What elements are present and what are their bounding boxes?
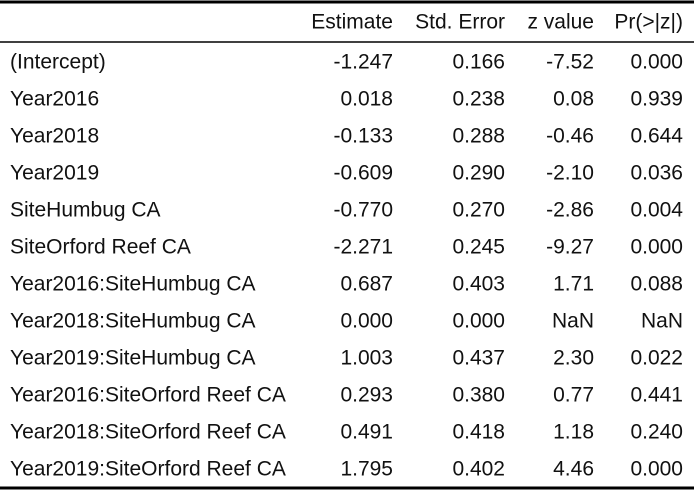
cell-value: 0.000: [630, 51, 683, 74]
cell-value: 0.004: [630, 199, 683, 222]
cell-value: 0.644: [630, 125, 683, 148]
cell-value: -7.52: [546, 51, 594, 74]
cell-value: -2.271: [333, 236, 393, 259]
cell-value: 0.270: [452, 199, 505, 222]
cell-value: 4.46: [553, 458, 594, 481]
row-label: Year2019:SiteHumbug CA: [10, 347, 256, 370]
cell-value: 1.003: [340, 347, 393, 370]
cell-value: -0.46: [546, 125, 594, 148]
row-label: SiteOrford Reef CA: [10, 236, 191, 259]
cell-value: 2.30: [553, 347, 594, 370]
cell-value: 0.036: [630, 162, 683, 185]
row-label: (Intercept): [10, 51, 106, 74]
cell-value: 1.18: [553, 421, 594, 444]
row-label: Year2016:SiteHumbug CA: [10, 273, 256, 296]
cell-value: 0.491: [340, 421, 393, 444]
cell-value: 0.441: [630, 384, 683, 407]
column-header: Std. Error: [415, 11, 505, 34]
cell-value: NaN: [552, 310, 594, 333]
cell-value: -1.247: [333, 51, 393, 74]
cell-value: 1.71: [553, 273, 594, 296]
cell-value: 0.939: [630, 88, 683, 111]
cell-value: 0.403: [452, 273, 505, 296]
cell-value: -0.770: [333, 199, 393, 222]
cell-value: -0.133: [333, 125, 393, 148]
cell-value: 0.000: [340, 310, 393, 333]
row-label: Year2018:SiteOrford Reef CA: [10, 421, 286, 444]
cell-value: 0.418: [452, 421, 505, 444]
cell-value: 0.088: [630, 273, 683, 296]
cell-value: 0.022: [630, 347, 683, 370]
cell-value: 0.293: [340, 384, 393, 407]
cell-value: -2.10: [546, 162, 594, 185]
cell-value: 0.000: [452, 310, 505, 333]
row-label: Year2018: [10, 125, 99, 148]
column-header: Pr(>|z|): [614, 11, 683, 34]
row-label: SiteHumbug CA: [10, 199, 161, 222]
row-label: Year2016:SiteOrford Reef CA: [10, 384, 286, 407]
row-label: Year2016: [10, 88, 99, 111]
cell-value: 0.290: [452, 162, 505, 185]
cell-value: 0.000: [630, 236, 683, 259]
cell-value: 1.795: [340, 458, 393, 481]
cell-value: 0.380: [452, 384, 505, 407]
cell-value: -0.609: [333, 162, 393, 185]
cell-value: 0.77: [553, 384, 594, 407]
cell-value: 0.238: [452, 88, 505, 111]
cell-value: 0.08: [553, 88, 594, 111]
cell-value: 0.687: [340, 273, 393, 296]
row-label: Year2019:SiteOrford Reef CA: [10, 458, 286, 481]
cell-value: 0.240: [630, 421, 683, 444]
cell-value: 0.402: [452, 458, 505, 481]
cell-value: 0.018: [340, 88, 393, 111]
cell-value: 0.166: [452, 51, 505, 74]
cell-value: -9.27: [546, 236, 594, 259]
cell-value: 0.000: [630, 458, 683, 481]
row-label: Year2019: [10, 162, 99, 185]
cell-value: 0.245: [452, 236, 505, 259]
cell-value: 0.288: [452, 125, 505, 148]
cell-value: 0.437: [452, 347, 505, 370]
column-header: z value: [527, 11, 594, 34]
cell-value: -2.86: [546, 199, 594, 222]
cell-value: NaN: [641, 310, 683, 333]
column-header: Estimate: [311, 11, 393, 34]
row-label: Year2018:SiteHumbug CA: [10, 310, 256, 333]
